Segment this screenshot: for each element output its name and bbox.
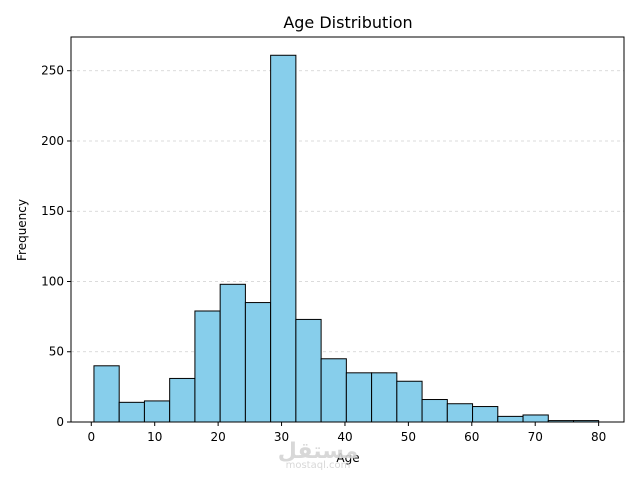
x-axis-label: Age: [336, 451, 359, 465]
histogram-bar: [497, 415, 524, 423]
x-tick-label: 70: [528, 430, 543, 444]
histogram-bar: [244, 302, 272, 423]
histogram-bar: [421, 399, 448, 423]
histogram-bar: [472, 406, 499, 423]
x-axis-ticks: 0 10 20 30 40 50 60 70 80: [87, 422, 606, 444]
y-tick-label: 250: [41, 64, 64, 78]
y-tick-label: 0: [56, 415, 64, 429]
x-tick-label: 60: [464, 430, 479, 444]
histogram-bar: [371, 372, 398, 423]
watermark: مستقل mostaql.com: [278, 439, 358, 471]
histogram-bar: [219, 283, 246, 423]
watermark-site-text: mostaql.com: [286, 460, 351, 471]
histogram-bar: [320, 358, 347, 423]
y-axis-label: Frequency: [15, 199, 29, 261]
x-tick-label: 80: [591, 430, 606, 444]
histogram-bar: [93, 365, 120, 423]
x-tick-label: 20: [210, 430, 225, 444]
y-tick-label: 150: [41, 204, 64, 218]
y-axis-ticks: 0 50 100 150 200 250: [41, 64, 71, 429]
histogram-bar: [295, 318, 322, 423]
x-tick-label: 0: [87, 430, 95, 444]
histogram-bar: [446, 403, 474, 423]
x-tick-label: 40: [337, 430, 352, 444]
histogram-bar: [194, 310, 221, 423]
y-tick-label: 200: [41, 134, 64, 148]
plot-frame: [70, 36, 625, 423]
y-tick-label: 50: [49, 345, 64, 359]
x-tick-label: 10: [147, 430, 162, 444]
y-tick-label: 100: [41, 274, 64, 288]
histogram-bar: [345, 372, 373, 423]
histogram-bar: [118, 401, 145, 423]
watermark-logo-text: مستقل: [278, 439, 358, 464]
x-tick-label: 50: [401, 430, 416, 444]
histogram-bar: [143, 400, 171, 423]
histogram-bar: [270, 54, 297, 423]
chart-title: Age Distribution: [283, 13, 412, 32]
histogram-bar: [522, 414, 549, 423]
histogram-bar: [396, 380, 423, 423]
x-tick-label: 30: [274, 430, 289, 444]
histogram-bar: [169, 377, 196, 423]
